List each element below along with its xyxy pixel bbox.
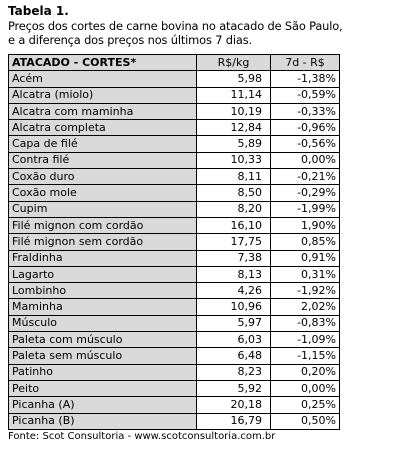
table-row: Filé mignon sem cordão 17,75 0,85% bbox=[8, 233, 340, 251]
cut-name: Lombinho bbox=[8, 282, 197, 300]
table-row: Contra filé 10,33 0,00% bbox=[8, 151, 340, 170]
table-row: Picanha (B) 16,79 0,50% bbox=[8, 412, 340, 430]
change-cell: 1,90% bbox=[270, 216, 340, 235]
cut-name: Contra filé bbox=[8, 151, 197, 170]
table-title: Tabela 1. bbox=[8, 4, 69, 18]
price-cell: 7,38 bbox=[196, 249, 271, 267]
table-row: Alcatra (miolo) 11,14 -0,59% bbox=[8, 86, 340, 104]
change-cell: -0,21% bbox=[270, 168, 340, 186]
change-cell: 0,00% bbox=[270, 379, 340, 398]
price-cell: 6,03 bbox=[196, 331, 271, 349]
table-row: Paleta com músculo 6,03 -1,09% bbox=[8, 331, 340, 349]
change-cell: -0,56% bbox=[270, 135, 340, 153]
change-cell: -1,09% bbox=[270, 331, 340, 349]
cut-name: Coxão mole bbox=[8, 184, 197, 202]
change-cell: 0,00% bbox=[270, 151, 340, 170]
price-cell: 5,97 bbox=[196, 314, 271, 333]
table-row: Coxão duro 8,11 -0,21% bbox=[8, 168, 340, 186]
change-cell: -0,59% bbox=[270, 86, 340, 104]
cut-name: Filé mignon sem cordão bbox=[8, 233, 197, 251]
price-cell: 12,84 bbox=[196, 119, 271, 137]
price-cell: 16,79 bbox=[196, 412, 271, 430]
price-cell: 5,89 bbox=[196, 135, 271, 153]
change-cell: 0,91% bbox=[270, 249, 340, 267]
change-cell: 0,50% bbox=[270, 412, 340, 430]
header-cell: 7d - R$ bbox=[270, 53, 340, 72]
cut-name: Capa de filé bbox=[8, 135, 197, 153]
cut-name: Músculo bbox=[8, 314, 197, 333]
table-row: Peito 5,92 0,00% bbox=[8, 379, 340, 398]
cut-name: Coxão duro bbox=[8, 168, 197, 186]
table-row: Paleta sem músculo 6,48 -1,15% bbox=[8, 347, 340, 365]
header-cell: ATACADO - CORTES* bbox=[8, 53, 197, 72]
change-cell: 0,20% bbox=[270, 363, 340, 381]
price-cell: 10,96 bbox=[196, 298, 271, 316]
change-cell: 0,25% bbox=[270, 396, 340, 414]
table-row: Maminha 10,96 2,02% bbox=[8, 298, 340, 316]
table-row: Patinho 8,23 0,20% bbox=[8, 363, 340, 381]
cut-name: Cupim bbox=[8, 200, 197, 218]
change-cell: -1,99% bbox=[270, 200, 340, 218]
change-cell: -1,38% bbox=[270, 70, 340, 88]
header-row: ATACADO - CORTES* R$/kg 7d - R$ bbox=[8, 53, 340, 72]
price-cell: 20,18 bbox=[196, 396, 271, 414]
price-cell: 10,33 bbox=[196, 151, 271, 170]
cut-name: Alcatra com maminha bbox=[8, 102, 197, 121]
price-cell: 17,75 bbox=[196, 233, 271, 251]
change-cell: -1,15% bbox=[270, 347, 340, 365]
price-cell: 6,48 bbox=[196, 347, 271, 365]
table-row: Lombinho 4,26 -1,92% bbox=[8, 282, 340, 300]
change-cell: -0,83% bbox=[270, 314, 340, 333]
cut-name: Maminha bbox=[8, 298, 197, 316]
change-cell: 2,02% bbox=[270, 298, 340, 316]
cut-name: Lagarto bbox=[8, 265, 197, 284]
price-cell: 10,19 bbox=[196, 102, 271, 121]
table-row: Coxão mole 8,50 -0,29% bbox=[8, 184, 340, 202]
table-row: Lagarto 8,13 0,31% bbox=[8, 265, 340, 284]
table-row: Fraldinha 7,38 0,91% bbox=[8, 249, 340, 267]
cut-name: Filé mignon com cordão bbox=[8, 216, 197, 235]
table-row: Acém 5,98 -1,38% bbox=[8, 70, 340, 88]
cut-name: Fraldinha bbox=[8, 249, 197, 267]
header-cell: R$/kg bbox=[196, 53, 271, 72]
cut-name: Patinho bbox=[8, 363, 197, 381]
subtitle-line: Preços dos cortes de carne bovina no ata… bbox=[8, 19, 343, 33]
source-note: Fonte: Scot Consultoria - www.scotconsul… bbox=[8, 431, 276, 442]
cut-name: Picanha (A) bbox=[8, 396, 197, 414]
subtitle-line: e a diferença dos preços nos últimos 7 d… bbox=[8, 33, 252, 47]
price-cell: 5,98 bbox=[196, 70, 271, 88]
price-cell: 8,11 bbox=[196, 168, 271, 186]
change-cell: -0,96% bbox=[270, 119, 340, 137]
table-row: Cupim 8,20 -1,99% bbox=[8, 200, 340, 218]
change-cell: -1,92% bbox=[270, 282, 340, 300]
price-cell: 16,10 bbox=[196, 216, 271, 235]
table-row: Filé mignon com cordão 16,10 1,90% bbox=[8, 216, 340, 235]
table-row: Alcatra com maminha 10,19 -0,33% bbox=[8, 102, 340, 121]
price-cell: 11,14 bbox=[196, 86, 271, 104]
price-table: ATACADO - CORTES* R$/kg 7d - R$ Acém 5,98… bbox=[8, 53, 340, 430]
table-body: Acém 5,98 -1,38% Alcatra (miolo) 11,14 -0,59%… bbox=[8, 70, 340, 430]
table-row: Alcatra completa 12,84 -0,96% bbox=[8, 119, 340, 137]
table-row: Músculo 5,97 -0,83% bbox=[8, 314, 340, 333]
cut-name: Peito bbox=[8, 379, 197, 398]
price-cell: 8,20 bbox=[196, 200, 271, 218]
price-cell: 8,23 bbox=[196, 363, 271, 381]
change-cell: 0,85% bbox=[270, 233, 340, 251]
cut-name: Acém bbox=[8, 70, 197, 88]
cut-name: Alcatra completa bbox=[8, 119, 197, 137]
change-cell: -0,29% bbox=[270, 184, 340, 202]
cut-name: Paleta com músculo bbox=[8, 331, 197, 349]
cut-name: Paleta sem músculo bbox=[8, 347, 197, 365]
price-cell: 4,26 bbox=[196, 282, 271, 300]
cut-name: Picanha (B) bbox=[8, 412, 197, 430]
price-cell: 5,92 bbox=[196, 379, 271, 398]
price-cell: 8,50 bbox=[196, 184, 271, 202]
change-cell: 0,31% bbox=[270, 265, 340, 284]
cut-name: Alcatra (miolo) bbox=[8, 86, 197, 104]
table-row: Capa de filé 5,89 -0,56% bbox=[8, 135, 340, 153]
price-cell: 8,13 bbox=[196, 265, 271, 284]
table-row: Picanha (A) 20,18 0,25% bbox=[8, 396, 340, 414]
change-cell: -0,33% bbox=[270, 102, 340, 121]
